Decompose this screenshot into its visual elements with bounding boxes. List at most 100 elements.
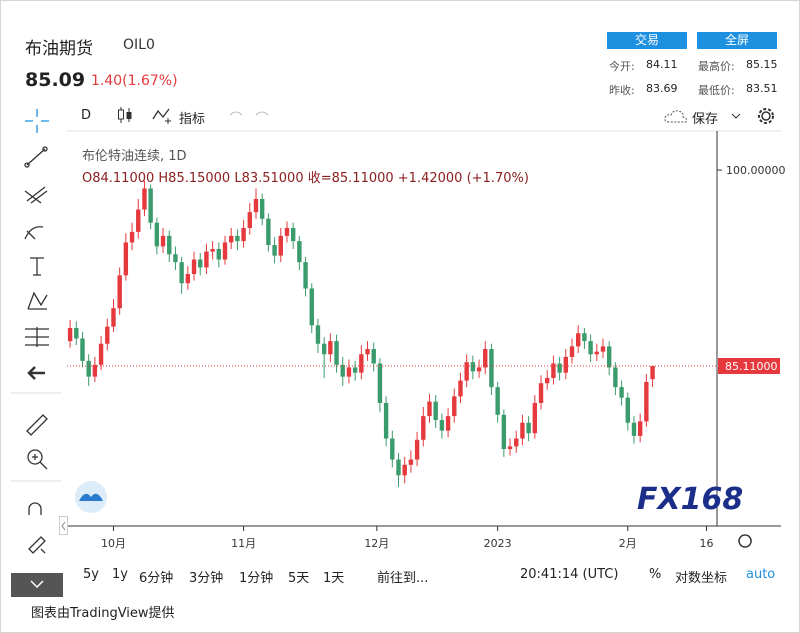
save-button[interactable]: 保存 bbox=[692, 112, 719, 127]
candle-body bbox=[117, 275, 122, 309]
candle-body bbox=[111, 308, 116, 327]
candle-body bbox=[644, 381, 649, 422]
x-tick-label: 10月 bbox=[101, 537, 126, 550]
candle-body bbox=[538, 383, 544, 403]
candle-body bbox=[483, 349, 488, 368]
candle-body bbox=[315, 325, 321, 344]
range-button[interactable]: 1分钟 bbox=[239, 571, 274, 586]
candle-body bbox=[582, 333, 587, 342]
candle-body bbox=[452, 396, 457, 417]
candle-body bbox=[600, 346, 606, 352]
cloud-icon[interactable] bbox=[663, 107, 689, 125]
trade-button[interactable]: 交易 bbox=[607, 32, 687, 49]
candle-body bbox=[520, 422, 525, 439]
candle-body bbox=[594, 351, 599, 355]
candle-body bbox=[365, 349, 370, 355]
interval-button[interactable]: D bbox=[81, 108, 92, 123]
candle-body bbox=[588, 341, 593, 355]
candle-icon[interactable] bbox=[115, 105, 135, 125]
range-button[interactable]: 1y bbox=[112, 567, 128, 582]
change: 1.40(1.67%) bbox=[91, 73, 178, 89]
candle-body bbox=[637, 421, 643, 436]
chart-legend: 布伦特油连续, 1D bbox=[82, 148, 187, 164]
stat-value: 83.69 bbox=[646, 82, 678, 95]
candle-body bbox=[619, 387, 624, 398]
candle-body bbox=[445, 416, 451, 431]
candle-body bbox=[222, 242, 228, 260]
candle-body bbox=[142, 188, 147, 210]
range-button[interactable]: 3分钟 bbox=[189, 571, 224, 586]
stat-label: 最低价: bbox=[698, 84, 735, 97]
candle-body bbox=[309, 288, 314, 326]
candle-body bbox=[198, 259, 203, 268]
candle-body bbox=[179, 262, 184, 284]
candle-body bbox=[470, 362, 476, 372]
stat-value: 84.11 bbox=[646, 58, 678, 71]
goto-button[interactable]: 前往到... bbox=[377, 571, 429, 586]
x-tick-label: 12月 bbox=[364, 537, 389, 550]
candle-body bbox=[402, 464, 407, 476]
candle-body bbox=[408, 459, 414, 465]
candle-body bbox=[303, 262, 308, 289]
candle-body bbox=[136, 209, 141, 232]
stat-label: 最高价: bbox=[698, 60, 735, 73]
stat-value: 83.51 bbox=[746, 82, 778, 95]
last-price-label: 85.11000 bbox=[725, 360, 778, 373]
candle-body bbox=[346, 367, 352, 377]
candle-body bbox=[606, 346, 612, 368]
candle-body bbox=[495, 387, 500, 415]
undo-redo[interactable] bbox=[226, 107, 276, 123]
candle-body bbox=[74, 327, 79, 339]
candle-body bbox=[259, 199, 265, 219]
candle-body bbox=[532, 402, 538, 434]
settings[interactable] bbox=[729, 107, 779, 127]
stat-label: 昨收: bbox=[609, 84, 635, 97]
candle-body bbox=[613, 367, 618, 388]
log-button[interactable]: 对数坐标 bbox=[675, 571, 728, 586]
indicators-button[interactable]: 指标 bbox=[179, 112, 206, 127]
indicator-icon[interactable] bbox=[151, 105, 175, 125]
candle-body bbox=[569, 346, 575, 357]
last-price-badge bbox=[718, 357, 780, 374]
candle-body bbox=[167, 235, 172, 255]
candle-body bbox=[501, 414, 507, 450]
candle-body bbox=[253, 199, 259, 213]
candle-body bbox=[105, 326, 110, 344]
candle-body bbox=[148, 188, 153, 223]
candle-body bbox=[340, 364, 345, 377]
title: 布油期货 bbox=[25, 39, 93, 59]
candle-body bbox=[321, 343, 327, 355]
stat-label: 今开: bbox=[609, 60, 635, 73]
clock: 20:41:14 (UTC) bbox=[520, 567, 619, 582]
range-button[interactable]: 6分钟 bbox=[139, 571, 174, 586]
candle-body bbox=[625, 397, 630, 423]
candle-body bbox=[396, 459, 401, 476]
candle-body bbox=[383, 402, 389, 439]
candle-body bbox=[247, 212, 252, 228]
range-button[interactable]: 5y bbox=[83, 567, 99, 582]
percent-button[interactable]: % bbox=[649, 567, 662, 582]
x-tick-label: 16 bbox=[699, 537, 713, 550]
left-toolbar bbox=[11, 109, 63, 597]
candle-body bbox=[272, 245, 277, 256]
ohlc-text: O84.11000 H85.15000 L83.51000 收=85.11000… bbox=[82, 171, 529, 186]
candle-body bbox=[414, 439, 420, 460]
auto-button[interactable]: auto bbox=[746, 567, 776, 582]
candle-body bbox=[290, 227, 296, 242]
collapse-handle[interactable] bbox=[59, 516, 69, 536]
x-tick-label: 11月 bbox=[231, 537, 256, 550]
range-button[interactable]: 5天 bbox=[288, 571, 310, 586]
candle-body bbox=[439, 420, 445, 431]
candle-body bbox=[352, 367, 358, 373]
candle-body bbox=[427, 401, 432, 417]
candle-body bbox=[216, 249, 222, 260]
watermark: FX168 bbox=[637, 482, 743, 517]
range-button[interactable]: 1天 bbox=[323, 571, 345, 586]
candle-body bbox=[545, 377, 550, 384]
candle-body bbox=[191, 259, 197, 275]
candle-body bbox=[526, 422, 531, 434]
candle-body bbox=[551, 363, 556, 378]
fullscreen-button[interactable]: 全屏 bbox=[697, 32, 777, 49]
candle-body bbox=[371, 349, 376, 364]
